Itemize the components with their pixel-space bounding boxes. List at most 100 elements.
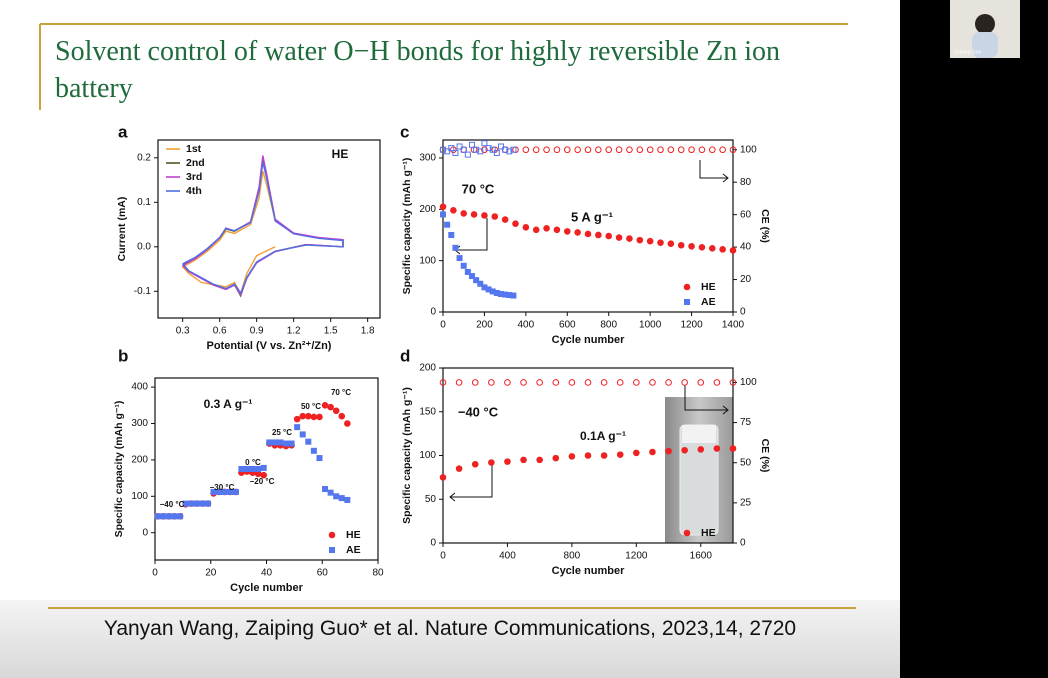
data-point bbox=[464, 268, 471, 275]
y2-tick-label: 80 bbox=[740, 177, 752, 188]
data-point bbox=[477, 280, 484, 287]
data-point bbox=[171, 513, 178, 520]
data-point bbox=[698, 146, 706, 154]
data-point bbox=[440, 211, 446, 218]
y-tick-label: 100 bbox=[419, 255, 436, 266]
data-point bbox=[688, 146, 695, 154]
data-point bbox=[469, 273, 475, 280]
data-point bbox=[460, 210, 468, 217]
y-tick-label: 100 bbox=[419, 450, 436, 461]
y2-tick-label: 60 bbox=[740, 209, 752, 220]
data-point bbox=[455, 379, 463, 386]
data-point bbox=[719, 246, 726, 253]
legend-label: 1st bbox=[186, 143, 202, 155]
data-point bbox=[522, 223, 530, 231]
data-point bbox=[649, 379, 656, 386]
y-tick-label: -0.1 bbox=[134, 286, 152, 297]
data-point bbox=[439, 474, 447, 481]
data-point bbox=[188, 500, 195, 507]
data-point bbox=[522, 146, 530, 154]
annotation: 50 °C bbox=[301, 402, 321, 411]
data-point bbox=[321, 402, 329, 409]
data-point bbox=[729, 445, 737, 452]
annotation: −40 °C bbox=[160, 500, 185, 509]
data-point bbox=[633, 379, 640, 386]
cv-curve bbox=[182, 162, 344, 295]
data-point bbox=[595, 231, 602, 239]
annotation: 70 °C bbox=[331, 388, 351, 397]
data-point bbox=[697, 379, 705, 386]
data-point bbox=[473, 146, 480, 153]
data-point bbox=[193, 500, 200, 507]
data-point bbox=[520, 379, 527, 386]
y2-tick-label: 0 bbox=[740, 538, 746, 549]
data-point bbox=[552, 379, 560, 386]
x-tick-label: 400 bbox=[499, 551, 516, 562]
y-tick-label: 400 bbox=[131, 382, 148, 393]
y-tick-label: 0 bbox=[430, 538, 436, 549]
data-point bbox=[626, 146, 633, 154]
legend-marker bbox=[683, 529, 691, 537]
y2-axis-label: CE (%) bbox=[759, 209, 771, 243]
y-tick-label: 0.0 bbox=[137, 241, 151, 252]
data-point bbox=[199, 500, 206, 507]
data-point bbox=[665, 447, 672, 455]
data-point bbox=[697, 446, 705, 453]
data-point bbox=[485, 145, 492, 152]
data-point bbox=[532, 226, 540, 234]
data-point bbox=[456, 143, 463, 150]
x-tick-label: 1.8 bbox=[361, 326, 375, 337]
data-point bbox=[471, 379, 479, 386]
x-tick-label: 400 bbox=[518, 320, 535, 331]
x-tick-label: 0 bbox=[440, 320, 446, 331]
data-point bbox=[469, 141, 475, 148]
data-point bbox=[305, 438, 312, 445]
annotation: 70 °C bbox=[462, 181, 495, 196]
y2-tick-label: 50 bbox=[740, 457, 752, 468]
data-point bbox=[615, 146, 623, 154]
data-point bbox=[491, 213, 499, 220]
data-point bbox=[322, 486, 329, 493]
x-tick-label: 1600 bbox=[690, 551, 713, 562]
data-point bbox=[165, 513, 172, 520]
y-tick-label: 100 bbox=[131, 491, 148, 502]
data-point bbox=[448, 145, 455, 152]
legend-label: HE bbox=[346, 529, 361, 541]
data-point bbox=[536, 379, 543, 386]
data-point bbox=[600, 379, 608, 386]
x-tick-label: 40 bbox=[261, 568, 273, 579]
data-point bbox=[448, 231, 455, 238]
x-tick-label: 1000 bbox=[639, 320, 662, 331]
data-point bbox=[327, 403, 334, 411]
x-axis-label: Cycle number bbox=[552, 565, 625, 577]
data-point bbox=[452, 149, 459, 156]
y-tick-label: 0.1 bbox=[137, 197, 151, 208]
data-point bbox=[444, 221, 451, 228]
data-point bbox=[698, 244, 706, 251]
data-point bbox=[649, 448, 656, 456]
legend-label: HE bbox=[701, 527, 716, 539]
data-point bbox=[646, 146, 654, 154]
y-tick-label: 300 bbox=[419, 153, 436, 164]
x-tick-label: 60 bbox=[317, 568, 329, 579]
data-point bbox=[481, 212, 488, 219]
legend-label: 4th bbox=[186, 185, 202, 197]
data-point bbox=[260, 464, 267, 471]
annotation: −30 °C bbox=[210, 483, 235, 492]
data-point bbox=[719, 146, 726, 154]
data-point bbox=[677, 241, 685, 249]
data-point bbox=[532, 146, 540, 154]
data-point bbox=[506, 148, 513, 155]
webcam-person bbox=[975, 14, 995, 34]
annotation: 0.3 A g⁻¹ bbox=[204, 397, 253, 411]
x-tick-label: 800 bbox=[600, 320, 617, 331]
x-tick-label: 1200 bbox=[625, 551, 648, 562]
data-point bbox=[688, 242, 695, 250]
y2-tick-label: 0 bbox=[740, 307, 746, 318]
data-point bbox=[221, 488, 228, 495]
annotation: 5 A g⁻¹ bbox=[571, 209, 613, 224]
data-point bbox=[595, 146, 602, 154]
data-point bbox=[584, 379, 592, 386]
data-point bbox=[316, 455, 323, 462]
data-point bbox=[626, 235, 633, 242]
